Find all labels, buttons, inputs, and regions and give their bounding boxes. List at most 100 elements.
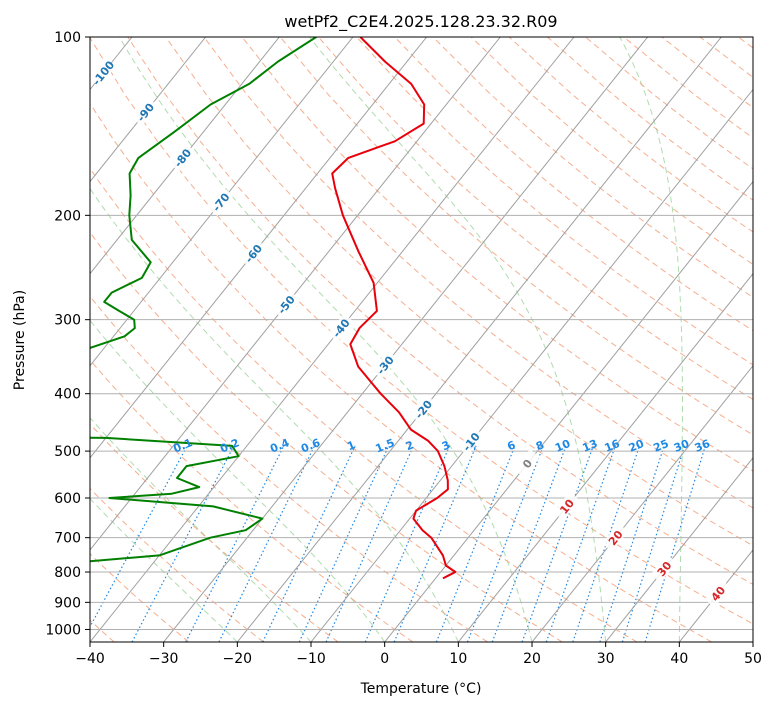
moist-adiabat xyxy=(90,498,238,642)
mixing-ratio-label: 2 xyxy=(404,438,416,453)
isotherm-label-bg xyxy=(169,143,196,172)
x-tick-label: −20 xyxy=(223,651,253,667)
mixing-ratio-label: 13 xyxy=(580,437,599,455)
moist-adiabat xyxy=(309,37,607,642)
mixing-ratio-line xyxy=(131,445,235,642)
isotherm-label-bg xyxy=(131,97,159,127)
mixing-ratio-line xyxy=(393,445,477,642)
mixing-ratio-label: 10 xyxy=(553,437,572,455)
dry-adiabat xyxy=(127,37,753,585)
x-tick-label: −30 xyxy=(149,651,179,667)
x-tick-label: 20 xyxy=(523,651,541,667)
mixing-ratio-line xyxy=(262,445,356,642)
mixing-ratio-label: 30 xyxy=(672,437,691,455)
y-tick-label: 600 xyxy=(54,491,81,507)
isotherm-line xyxy=(90,37,280,275)
dry-adiabat xyxy=(318,37,753,401)
y-tick-label: 400 xyxy=(54,387,81,403)
isotherm-line xyxy=(90,37,575,642)
sounding-traces xyxy=(90,37,457,580)
y-tick-label: 1000 xyxy=(45,622,81,638)
temperature-trace xyxy=(331,37,457,580)
moist-adiabat xyxy=(118,37,533,642)
dewpoint-trace xyxy=(90,37,317,563)
isotherm-label-bg xyxy=(327,313,354,342)
isotherm-label-bg xyxy=(553,491,580,521)
isotherm-label-bg xyxy=(239,238,267,268)
mixing-ratio-line xyxy=(90,445,188,629)
dry-adiabat xyxy=(356,37,753,366)
isotherm-label-bg xyxy=(601,523,629,552)
isotherm-label-bg xyxy=(650,554,678,583)
isotherm-line xyxy=(90,37,207,183)
y-tick-label: 800 xyxy=(54,565,81,581)
mixing-ratio-line xyxy=(521,445,594,642)
dry-adiabat xyxy=(90,423,339,642)
isotherm-line xyxy=(90,37,501,551)
x-tick-label: 10 xyxy=(449,651,467,667)
isotherm-label-bg xyxy=(513,449,541,478)
dry-adiabat xyxy=(90,231,563,642)
mixing-ratio-line xyxy=(218,445,316,642)
isotherm-label-bg xyxy=(89,58,116,87)
dry-adiabat xyxy=(203,37,753,509)
mixing-ratio-label: 3 xyxy=(440,438,452,453)
y-tick-label: 700 xyxy=(54,531,81,547)
mixing-ratio-label: 16 xyxy=(603,437,622,455)
isotherm-label-bg xyxy=(272,290,299,319)
mixing-ratio-line xyxy=(572,445,641,642)
mixing-ratio-line xyxy=(466,445,544,642)
isotherm-label-bg xyxy=(704,579,731,608)
mixing-ratio-label: 20 xyxy=(627,437,646,455)
dry-adiabat xyxy=(90,553,190,642)
dry-adiabat xyxy=(90,295,488,642)
plot-frame xyxy=(89,36,754,643)
dry-adiabat xyxy=(90,167,638,642)
chart-title: wetPf2_C2E4.2025.128.23.32.R09 xyxy=(284,12,557,32)
isotherm-line xyxy=(236,37,722,642)
y-axis-label: Pressure (hPa) xyxy=(12,290,28,390)
x-axis-label: Temperature (°C) xyxy=(360,681,482,697)
mixing-ratio-line xyxy=(545,445,616,642)
y-tick-label: 900 xyxy=(54,595,81,611)
dry-adiabat xyxy=(165,37,753,547)
isotherm-line xyxy=(605,457,753,642)
dry-adiabat xyxy=(90,37,753,625)
moist-adiabat xyxy=(90,187,459,642)
pressure-grid xyxy=(90,37,753,630)
mixing-ratio-label: 36 xyxy=(693,437,712,455)
mixing-ratio-line xyxy=(491,445,567,642)
x-tick-label: 30 xyxy=(597,651,615,667)
isotherm-line xyxy=(90,37,428,459)
mixing-ratio-label: 8 xyxy=(534,438,546,453)
isotherm-line xyxy=(90,37,354,367)
dry-adiabats xyxy=(90,37,753,642)
y-tick-label: 300 xyxy=(54,313,81,329)
isotherm-label-bg xyxy=(207,187,234,217)
x-tick-label: −10 xyxy=(296,651,326,667)
isotherm-label-bg xyxy=(371,350,398,379)
mixing-ratio-label: 25 xyxy=(652,437,671,455)
isotherm-label-bg xyxy=(409,394,437,424)
dry-adiabat xyxy=(90,102,712,642)
y-tick-label: 100 xyxy=(54,30,81,46)
isotherm-grid xyxy=(90,37,753,642)
x-tick-label: 40 xyxy=(670,651,688,667)
x-tick-label: 0 xyxy=(380,651,389,667)
mixing-ratio-label: 1 xyxy=(345,438,357,453)
x-tick-label: 50 xyxy=(744,651,762,667)
dry-adiabat xyxy=(394,37,753,332)
isotherm-line xyxy=(310,88,753,642)
mixing-ratio-line xyxy=(185,445,285,642)
y-tick-label: 500 xyxy=(54,444,81,460)
x-tick-label: −40 xyxy=(75,651,105,667)
isotherm-line xyxy=(457,272,753,642)
isotherm-label-bg xyxy=(457,427,485,456)
mixing-ratio-lines xyxy=(90,445,706,642)
y-tick-label: 200 xyxy=(54,208,81,224)
isotherm-line xyxy=(163,37,649,642)
axis-ticks: −40 −30 −20 −10 0 10 20 30 40 50 100 200 300 400 500 60… xyxy=(45,30,762,667)
line-labels: 0.10.20.40.611.52346810131620253036-100-… xyxy=(89,58,731,608)
isotherm-line xyxy=(384,180,753,642)
